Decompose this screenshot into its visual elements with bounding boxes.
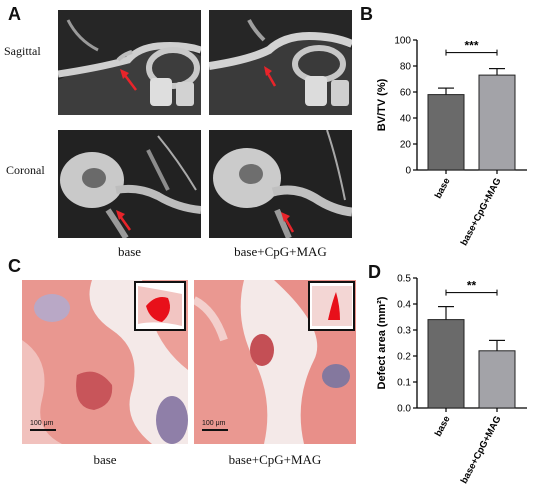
y-axis-label: Defect area (mm²) [376,296,388,389]
x-category-label: base [433,176,453,200]
y-tick-label: 40 [400,114,412,125]
ct-caption-base: base [117,244,142,259]
red-arrow-icon [123,73,137,91]
y-tick-label: 0.3 [397,326,411,337]
ct-image-coronal-treated [209,130,352,238]
chart-bvtv: 0 20 40 60 80 100 BV/TV (%) base base+CpG+MAG *** [360,24,546,250]
ct-image-sagittal-base [58,10,201,115]
histo-caption-treated: base+CpG+MAG [228,452,322,467]
y-tick-label: 80 [400,62,412,73]
y-tick-label: 0.1 [397,378,411,389]
panel-letter-a: A [8,4,21,24]
x-category-label: base+CpG+MAG [459,414,504,485]
bar-base [427,319,465,409]
scale-bar-label: 100 μm [30,420,54,427]
red-arrow-icon [265,71,277,87]
panel-letter-b: B [360,4,373,24]
significance-label: ** [467,279,477,293]
histology-image-treated: 100 μm [194,280,356,444]
y-axis-label: BV/TV (%) [376,78,388,131]
y-tick-label: 0.5 [397,274,411,285]
panel-letter-d: D [368,262,381,282]
chart-bvtv-svg: 0 20 40 60 80 100 BV/TV (%) base base+CpG+MAG *** [376,36,527,248]
chart-defect-svg: 0.0 0.1 0.2 0.3 0.4 0.5 Defect area (mm²) base b… [376,274,527,486]
ct-image-coronal-base [58,130,201,238]
histo-caption-base: base [93,452,117,467]
scale-bar-label: 100 μm [202,420,226,427]
y-tick-label: 0.4 [397,300,411,311]
y-tick-label: 0.0 [397,404,411,415]
significance-label: *** [464,39,478,53]
bar-treated [478,350,516,409]
ct-caption-treated: base+CpG+MAG [234,244,327,259]
panel-letter-c: C [8,256,21,276]
y-tick-label: 20 [400,140,412,151]
red-arrow-icon [283,217,295,233]
y-tick-label: 60 [400,88,412,99]
red-arrow-icon [118,215,132,231]
histology-image-base: 100 μm [22,280,188,444]
x-category-label: base+CpG+MAG [459,176,504,247]
ct-image-sagittal-treated [209,10,352,115]
y-tick-label: 0.2 [397,352,411,363]
y-tick-label: 0 [405,166,411,177]
chart-defect-area: 0.0 0.1 0.2 0.3 0.4 0.5 Defect area (mm²) base b… [360,264,546,486]
row-label-sagittal: Sagittal [4,44,41,58]
x-category-label: base [433,414,453,438]
row-label-coronal: Coronal [6,163,45,177]
bar-treated [478,74,516,171]
bar-base [427,94,465,171]
y-tick-label: 100 [394,36,411,47]
